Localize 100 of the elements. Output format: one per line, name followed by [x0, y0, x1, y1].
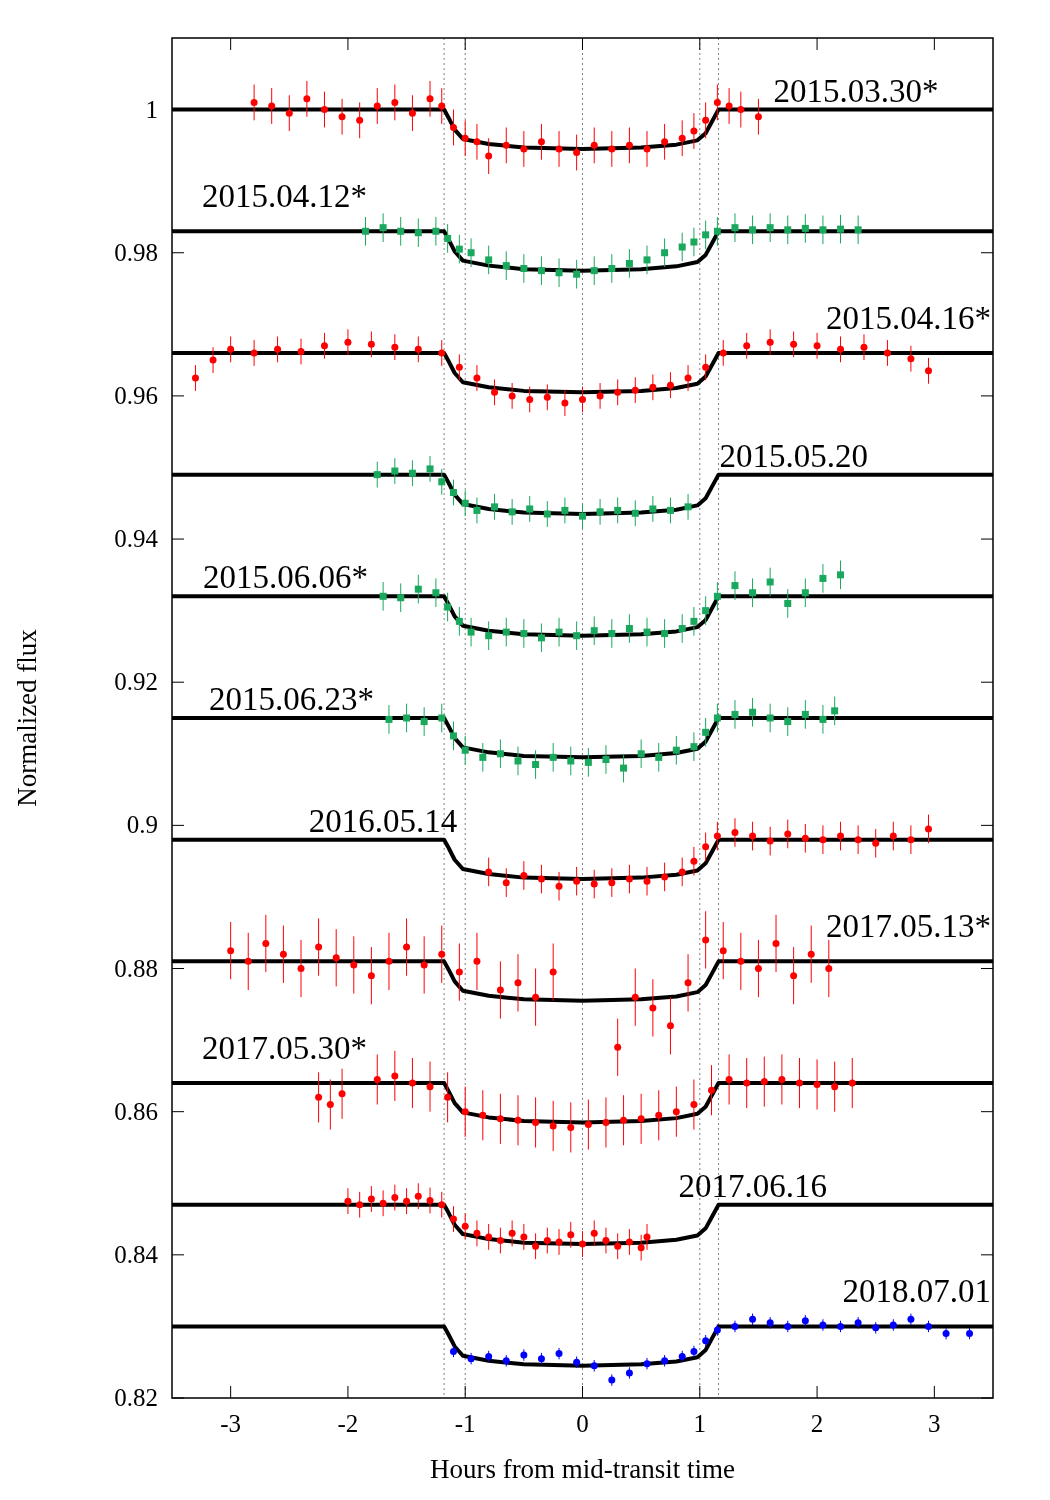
point — [473, 1229, 481, 1237]
point — [924, 367, 932, 375]
point — [455, 363, 463, 371]
point — [573, 270, 581, 278]
series-label: 2017.05.13* — [826, 908, 991, 945]
point — [743, 1079, 751, 1087]
point — [373, 102, 381, 110]
point — [502, 879, 510, 887]
point — [426, 465, 434, 473]
point — [537, 875, 545, 883]
point — [403, 714, 411, 722]
point — [620, 1116, 628, 1124]
point — [801, 224, 809, 232]
point — [666, 381, 674, 389]
point — [408, 469, 416, 477]
point — [766, 837, 774, 845]
point — [367, 972, 375, 980]
point — [408, 1079, 416, 1087]
point — [813, 342, 821, 350]
point — [549, 753, 557, 761]
point — [702, 843, 710, 851]
point — [485, 256, 493, 264]
point — [625, 875, 633, 883]
point — [485, 1233, 493, 1241]
point — [520, 871, 528, 879]
point — [344, 1197, 352, 1205]
series-label: 2015.06.23* — [208, 681, 374, 717]
point — [227, 345, 235, 353]
x-tick-label: 2 — [810, 1410, 824, 1437]
point — [520, 630, 528, 638]
point — [719, 947, 727, 955]
point — [274, 345, 282, 353]
point — [825, 965, 833, 973]
point — [602, 1237, 610, 1245]
point — [655, 1111, 663, 1119]
point — [455, 245, 463, 253]
point — [637, 750, 645, 758]
point — [473, 374, 481, 382]
point — [532, 1242, 540, 1250]
point — [461, 499, 469, 507]
point — [473, 957, 481, 965]
point — [449, 1215, 457, 1223]
point — [661, 630, 669, 638]
point — [590, 880, 598, 888]
y-axis-title: Normalized flux — [12, 628, 42, 807]
point — [420, 718, 428, 726]
point — [350, 961, 358, 969]
point — [790, 340, 798, 348]
point — [766, 338, 774, 346]
point — [567, 757, 575, 765]
point — [643, 256, 651, 264]
point — [367, 1195, 375, 1203]
point — [655, 753, 663, 761]
point — [784, 830, 792, 838]
point — [461, 1222, 469, 1230]
point — [737, 106, 745, 114]
point — [702, 363, 710, 371]
point — [643, 1233, 651, 1241]
point — [338, 1090, 346, 1098]
point — [520, 145, 528, 153]
point — [508, 392, 516, 400]
point — [690, 743, 698, 751]
point — [590, 627, 598, 635]
point — [872, 839, 880, 847]
point — [754, 113, 762, 121]
point — [831, 707, 839, 715]
series-label: 2017.06.16 — [678, 1167, 828, 1204]
point — [426, 95, 434, 103]
point — [320, 106, 328, 114]
series-label: 2015.05.20 — [719, 437, 869, 474]
point — [555, 1238, 563, 1246]
y-tick-label: 0.92 — [114, 668, 158, 696]
point — [702, 728, 710, 736]
point — [391, 343, 399, 351]
x-axis-title: Hours from mid-transit time — [429, 1454, 736, 1484]
series-label: 2017.05.30* — [202, 1030, 367, 1067]
point — [508, 1229, 516, 1237]
point — [760, 1078, 768, 1086]
point — [449, 1347, 457, 1355]
point — [496, 1115, 504, 1123]
point — [672, 746, 680, 754]
point — [924, 825, 932, 833]
point — [461, 746, 469, 754]
x-tick-label: -1 — [454, 1410, 476, 1437]
point — [596, 508, 604, 516]
point — [672, 1108, 680, 1116]
point — [584, 1121, 592, 1129]
point — [549, 1122, 557, 1130]
point — [608, 630, 616, 638]
point — [854, 836, 862, 844]
point — [332, 954, 340, 962]
point — [749, 589, 757, 597]
point — [690, 617, 698, 625]
point — [408, 109, 416, 117]
point — [444, 234, 452, 242]
point — [514, 757, 522, 765]
point — [496, 750, 504, 758]
point — [432, 589, 440, 597]
point — [584, 758, 592, 766]
x-tick-label: -2 — [337, 1410, 359, 1437]
